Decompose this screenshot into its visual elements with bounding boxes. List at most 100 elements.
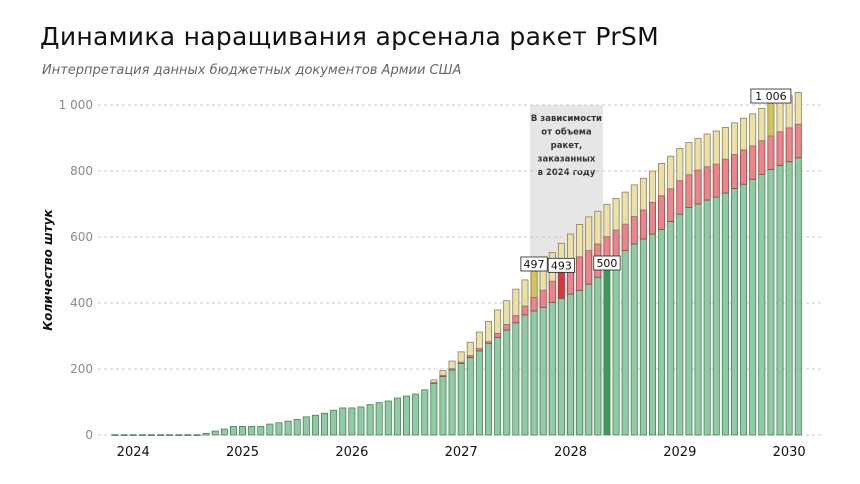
bar-segment [630, 184, 638, 217]
bar-segment [220, 428, 228, 436]
bar-segment [758, 107, 766, 142]
bar-segment [730, 122, 738, 155]
bar-segment [530, 310, 538, 436]
bar-segment [448, 369, 456, 436]
bar-segment [658, 195, 666, 230]
bar-segment [147, 434, 155, 436]
bar-segment [694, 169, 702, 205]
bar-segment [284, 420, 292, 436]
bar-segment [302, 416, 310, 436]
bar-segment [239, 426, 247, 436]
bar-segment [111, 434, 119, 436]
y-tick-label: 400 [70, 296, 93, 310]
bar-segment [466, 341, 474, 356]
bar-segment [648, 201, 656, 235]
bar-segment [157, 434, 165, 436]
bar-segment [685, 174, 693, 209]
bar-segment [348, 407, 356, 436]
bar-segment [475, 331, 483, 349]
bar-segment [767, 102, 775, 137]
bar-segment [767, 168, 775, 436]
bar-segment [321, 412, 329, 436]
bar-segment [403, 395, 411, 436]
bar-segment [393, 397, 401, 436]
bar-segment [603, 203, 611, 238]
bar-segment [585, 216, 593, 251]
bar-segment [794, 123, 802, 159]
bar-segment [703, 133, 711, 168]
bar-segment [767, 135, 775, 170]
data-label-box [593, 255, 621, 271]
bar-segment [494, 309, 502, 334]
bar-segment [685, 142, 693, 176]
bar-segment [785, 127, 793, 163]
bar-segment [184, 434, 192, 436]
bar-segment [639, 209, 647, 240]
bar-segment [539, 306, 547, 436]
bar-segment [557, 297, 565, 436]
bar-segment [594, 210, 602, 245]
bar-segment [138, 434, 146, 436]
data-label: 500 [596, 257, 617, 270]
bar-segment [749, 178, 757, 436]
bar-segment [794, 157, 802, 436]
bar-segment [530, 296, 538, 312]
bar-segment [384, 400, 392, 436]
bar-segment [475, 350, 483, 436]
bar-segment [494, 332, 502, 338]
bar-segment [275, 422, 283, 436]
bar-segment [567, 293, 575, 436]
bar-segment [512, 322, 520, 436]
bar-segment [202, 432, 210, 436]
x-tick-label: 2026 [335, 445, 368, 460]
bar-segment [576, 290, 584, 436]
bar-segment [721, 192, 729, 436]
bar-segment [785, 161, 793, 436]
bar-segment [257, 426, 265, 436]
bar-segment [712, 196, 720, 436]
bar-segment [721, 127, 729, 160]
y-tick-label: 0 [85, 428, 93, 442]
bar-segment [721, 158, 729, 194]
bar-segment [576, 256, 584, 291]
data-label-box [547, 257, 575, 273]
bar-segment [548, 280, 556, 303]
bar-segment [776, 164, 784, 436]
bar-segment [503, 324, 511, 331]
bar-segment [512, 288, 520, 316]
bar-segment [712, 163, 720, 198]
data-label-box [750, 88, 792, 104]
bar-segment [612, 258, 620, 436]
bar-segment [439, 370, 447, 376]
bar-segment [576, 224, 584, 258]
bar-segment [293, 419, 301, 436]
bar-segment [485, 321, 493, 343]
shaded-region-note-line: от объема [541, 127, 592, 138]
chart-title: Динамика наращивания арсенала ракет PrSM [40, 22, 659, 51]
bar-segment [758, 140, 766, 175]
bar-segment [794, 92, 802, 125]
bar-segment [676, 213, 684, 436]
bar-segment [430, 382, 438, 436]
bar-segment [712, 130, 720, 165]
x-tick-label: 2025 [226, 445, 259, 460]
x-tick-label: 2028 [554, 445, 587, 460]
bar-segment [667, 188, 675, 222]
bar-segment [539, 289, 547, 308]
bar-segment [758, 173, 766, 436]
y-tick-label: 800 [70, 164, 93, 178]
bar-segment [330, 409, 338, 436]
bar-segment [730, 154, 738, 189]
y-tick-label: 600 [70, 230, 93, 244]
bar-segment [648, 170, 656, 203]
bar-segment [694, 203, 702, 436]
bar-segment [667, 155, 675, 190]
bar-segment [685, 207, 693, 436]
bar-segment [630, 243, 638, 436]
bar-segment [667, 221, 675, 436]
bar-segment [229, 426, 237, 436]
x-tick-label: 2027 [445, 445, 478, 460]
shaded-region-note-line: заказанных [538, 155, 596, 165]
bar-segment [266, 423, 274, 436]
